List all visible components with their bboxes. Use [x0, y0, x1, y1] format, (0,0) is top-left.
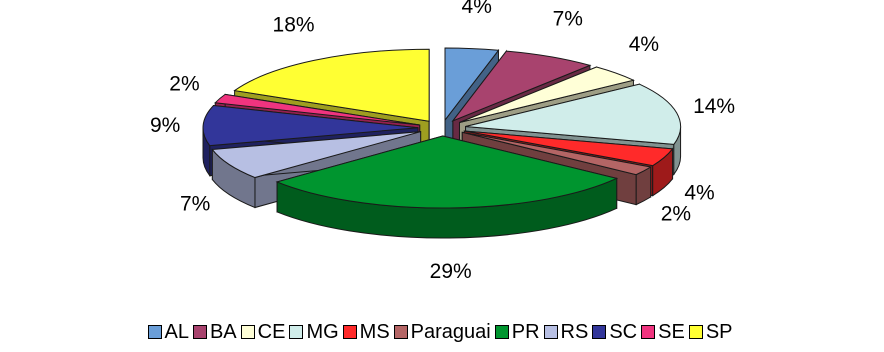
- data-label-paraguai: 2%: [661, 202, 691, 225]
- pie-slice-top: [465, 83, 682, 145]
- legend-swatch: [641, 325, 656, 339]
- legend-entry-rs: RS: [543, 320, 589, 344]
- legend-entry-al: AL: [147, 320, 189, 344]
- legend-entry-se: SE: [641, 321, 685, 344]
- legend-swatch: [289, 325, 304, 339]
- legend-swatch: [240, 325, 255, 339]
- pie-slice-top: [464, 130, 674, 167]
- pie-slice-top: [214, 93, 420, 126]
- pie-slice-top: [451, 50, 592, 122]
- data-label-mg: 14%: [693, 95, 735, 118]
- chart-legend: AL BA CE MG MS Paraguai PR RS SC SE SP: [0, 316, 884, 348]
- data-label-ce: 4%: [629, 33, 659, 56]
- pie-slice-top: [233, 48, 430, 122]
- legend-swatch: [688, 325, 703, 339]
- data-label-se: 2%: [169, 72, 199, 95]
- legend-label: CE: [257, 320, 286, 343]
- data-label-sc: 9%: [150, 114, 180, 137]
- pie-slice-pr: [275, 135, 619, 239]
- legend-entry-pr: PR: [494, 320, 540, 344]
- pie-slice-top: [202, 104, 419, 147]
- legend-entry-mg: MG: [289, 320, 339, 344]
- legend-label: RS: [560, 320, 589, 343]
- data-label-ba: 7%: [553, 8, 583, 31]
- data-label-ms: 4%: [684, 182, 714, 205]
- pie-slice-top: [462, 131, 653, 176]
- pie-slice-top: [444, 47, 500, 122]
- legend-label: AL: [164, 320, 189, 343]
- data-label-pr: 29%: [430, 260, 472, 283]
- legend-label: SE: [658, 320, 685, 343]
- data-label-sp: 18%: [273, 13, 315, 36]
- legend-swatch: [393, 325, 408, 339]
- pie-chart-plot: 4%7%4%14%4%2%29%7%9%2%18%: [150, 0, 735, 283]
- data-label-rs: 7%: [180, 192, 210, 215]
- legend-swatch: [592, 325, 607, 339]
- legend-swatch: [342, 325, 357, 339]
- legend-entry-sc: SC: [592, 321, 637, 344]
- legend-entry-ce: CE: [240, 320, 286, 344]
- legend-label: Paraguai: [410, 320, 491, 343]
- legend-label: MS: [359, 320, 390, 343]
- legend-label: BA: [209, 320, 237, 343]
- legend-swatch: [494, 325, 509, 339]
- pie-slice-top: [211, 131, 421, 179]
- legend-label: SP: [705, 320, 733, 343]
- legend-entry-ms: MS: [342, 320, 390, 344]
- legend-swatch: [147, 325, 162, 339]
- legend-label: MG: [306, 320, 339, 343]
- pie-slice-top: [275, 135, 619, 209]
- legend-entry-sp: SP: [688, 320, 733, 344]
- legend-swatch: [192, 325, 207, 339]
- legend-swatch: [543, 325, 558, 339]
- legend-entry-paraguai: Paraguai: [393, 320, 491, 344]
- legend-label: SC: [609, 320, 638, 343]
- legend-label: PR: [511, 320, 540, 343]
- legend-entry-ba: BA: [192, 320, 237, 344]
- pie-slice-top: [459, 66, 635, 123]
- data-label-al: 4%: [462, 0, 492, 18]
